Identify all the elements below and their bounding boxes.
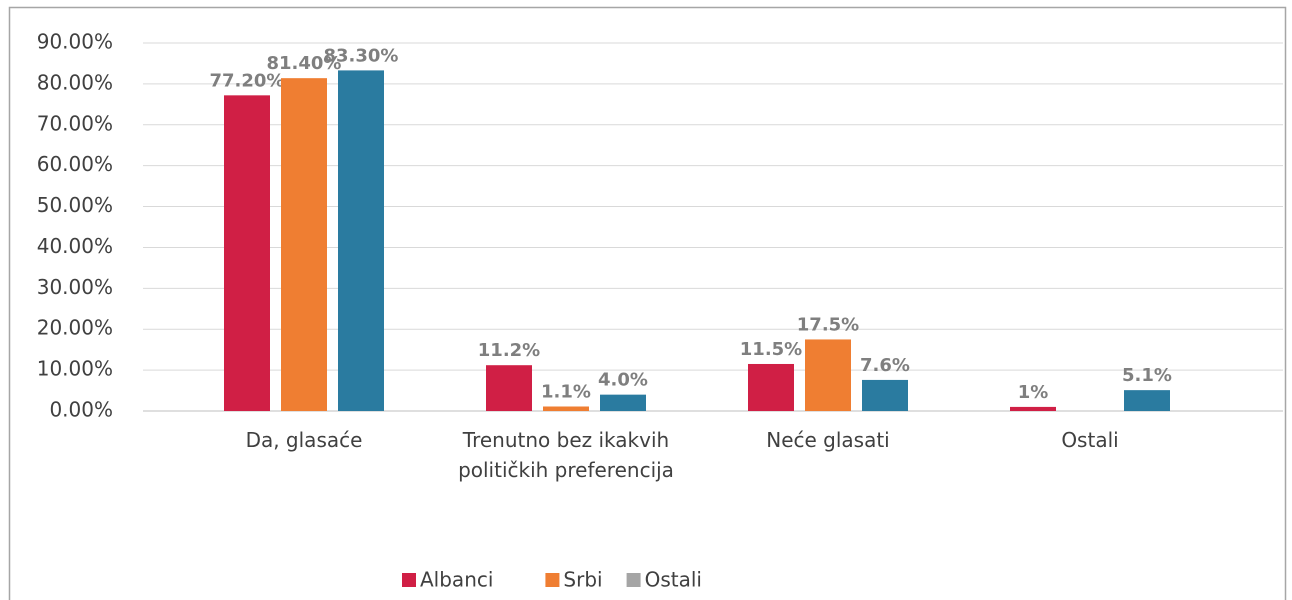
bar [281, 78, 327, 412]
data-label: 17.5% [797, 314, 859, 335]
data-label: 1.1% [541, 382, 591, 403]
bar [748, 363, 794, 411]
bar [338, 70, 384, 411]
y-tick-label: 60.00% [37, 152, 113, 176]
y-tick-label: 10.00% [37, 357, 113, 381]
x-tick-label: Trenutno bez ikakvih političkih preferen… [458, 428, 674, 482]
y-tick-label: 90.00% [37, 30, 113, 54]
bar [224, 95, 270, 412]
x-tick-label: Da, glasaće [245, 428, 363, 452]
chart-frame [8, 6, 1287, 600]
y-tick-label: 40.00% [37, 234, 113, 258]
bar [486, 365, 532, 411]
legend-label: Ostali [645, 568, 702, 592]
data-label: 11.5% [740, 339, 802, 360]
x-tick-label: Neće glasati [766, 428, 890, 452]
legend-label: Srbi [563, 568, 602, 592]
legend-swatch [626, 573, 641, 587]
legend-label: Albanci [420, 568, 493, 592]
y-tick-label: 80.00% [37, 70, 113, 94]
bar [805, 339, 851, 411]
y-tick-label: 50.00% [37, 193, 113, 217]
y-tick-label: 70.00% [37, 111, 113, 135]
bar [862, 379, 908, 411]
legend-swatch [545, 573, 560, 587]
data-label: 5.1% [1122, 365, 1172, 386]
data-label: 4.0% [598, 370, 648, 391]
bar [1010, 406, 1056, 411]
y-tick-label: 30.00% [37, 275, 113, 299]
y-tick-label: 20.00% [37, 316, 113, 340]
data-label: 81.40% [267, 53, 342, 74]
y-tick-label: 0.00% [49, 398, 113, 422]
bar [1124, 390, 1170, 411]
data-label: 11.2% [478, 340, 540, 361]
legend-swatch [402, 573, 416, 587]
bar [543, 406, 589, 411]
data-label: 1% [1018, 382, 1049, 403]
data-label: 7.6% [860, 355, 910, 376]
data-label: 77.20% [210, 70, 285, 91]
data-label: 83.30% [324, 45, 399, 66]
bar [600, 394, 646, 411]
x-tick-label: Ostali [1061, 428, 1119, 452]
